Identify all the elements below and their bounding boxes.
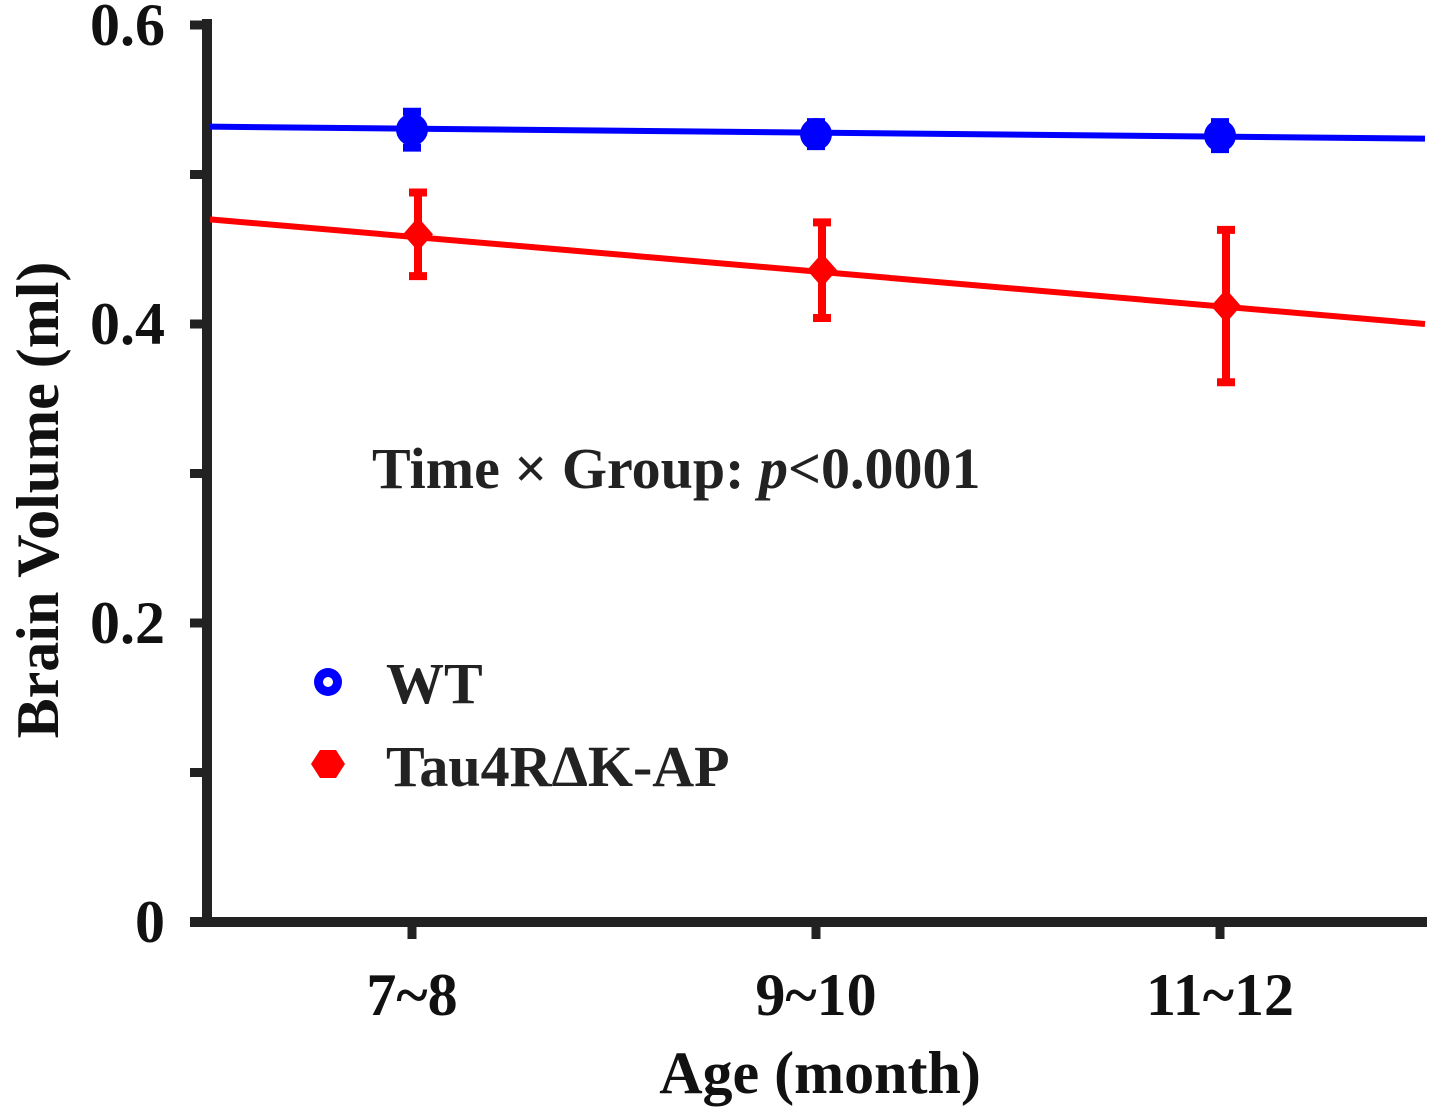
data-point-tau	[1211, 289, 1241, 324]
annotation-suffix: <0.0001	[788, 436, 981, 501]
y-tick-label: 0	[135, 889, 165, 955]
y-tick-label: 0.6	[90, 0, 165, 58]
x-tick-label: 9~10	[755, 962, 876, 1028]
y-tick-label: 0.4	[90, 291, 165, 357]
data-point-wt	[800, 118, 832, 151]
x-tick-label: 11~12	[1146, 962, 1294, 1028]
annotation-text: Time × Group: p<0.0001	[372, 436, 981, 501]
data-point-wt	[1204, 119, 1236, 152]
legend-marker-tau	[311, 750, 345, 778]
legend: WT Tau4RΔK-AP	[311, 651, 730, 799]
legend-label-wt: WT	[386, 651, 483, 716]
legend-marker-wt	[314, 668, 342, 696]
y-tick-label: 0.2	[90, 590, 165, 656]
data-point-wt	[396, 113, 428, 146]
data-point-tau	[807, 253, 837, 288]
x-tick-label: 7~8	[366, 962, 457, 1028]
legend-label-tau: Tau4RΔK-AP	[386, 734, 730, 799]
annotation-p: p	[754, 436, 788, 501]
data-point-tau	[403, 217, 433, 252]
annotation-prefix: Time × Group:	[372, 436, 759, 501]
y-axis-title: Brain Volume (ml)	[5, 262, 71, 739]
plot-area	[209, 107, 1426, 387]
x-axis-title: Age (month)	[659, 1040, 981, 1106]
ticks: 0 0.2 0.4 0.6 7~8 9~10 11~12	[90, 0, 1294, 1028]
